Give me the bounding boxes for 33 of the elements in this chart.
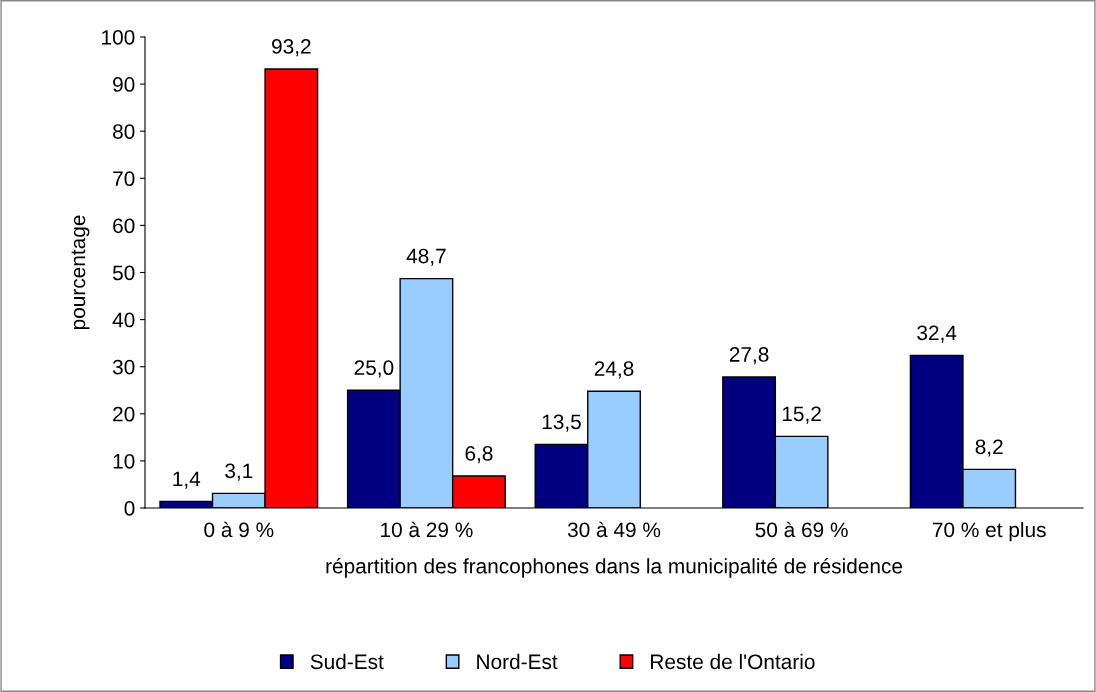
- legend-label: Reste de l'Ontario: [651, 653, 815, 670]
- data-label: 15,2: [782, 406, 821, 424]
- y-tick-label: 70: [113, 171, 135, 187]
- x-tick-label: 70 % et plus: [932, 521, 1046, 542]
- data-label: 48,7: [406, 248, 446, 266]
- legend-label: Nord-Est: [477, 653, 558, 670]
- data-label: 1,4: [173, 471, 201, 489]
- data-label: 93,2: [272, 39, 311, 57]
- data-label: 25,0: [354, 360, 394, 378]
- x-axis-title: répartition des francophones dans la municipalité de résidence: [326, 557, 903, 578]
- data-label: 3,1: [225, 463, 253, 481]
- x-tick-label: 0 à 9 %: [204, 521, 274, 538]
- y-tick-label: 20: [113, 406, 135, 422]
- y-tick-label: 80: [113, 124, 135, 139]
- data-label: 8,2: [975, 439, 1003, 457]
- data-label: 27,8: [729, 347, 769, 365]
- data-label: 32,4: [917, 325, 957, 343]
- x-tick-label: 10 à 29 %: [381, 521, 473, 538]
- y-tick-label: 40: [112, 312, 135, 328]
- x-tick-label: 30 à 49 %: [567, 521, 661, 538]
- data-label: 6,8: [465, 445, 493, 464]
- y-tick-label: 90: [113, 77, 135, 92]
- y-tick-label: 60: [113, 218, 135, 234]
- data-label: 24,8: [594, 361, 634, 379]
- legend-label: Sud-Est: [310, 653, 384, 670]
- y-tick-label: 10: [113, 453, 135, 469]
- data-label: 13,5: [542, 414, 581, 432]
- y-tick-label: 0: [124, 501, 135, 516]
- y-axis-title: pourcentage: [71, 215, 90, 330]
- y-tick-label: 50: [112, 265, 135, 281]
- x-tick-label: 50 à 69 %: [755, 521, 848, 538]
- y-tick-label: 30: [112, 359, 135, 375]
- y-tick-label: 100: [102, 30, 135, 45]
